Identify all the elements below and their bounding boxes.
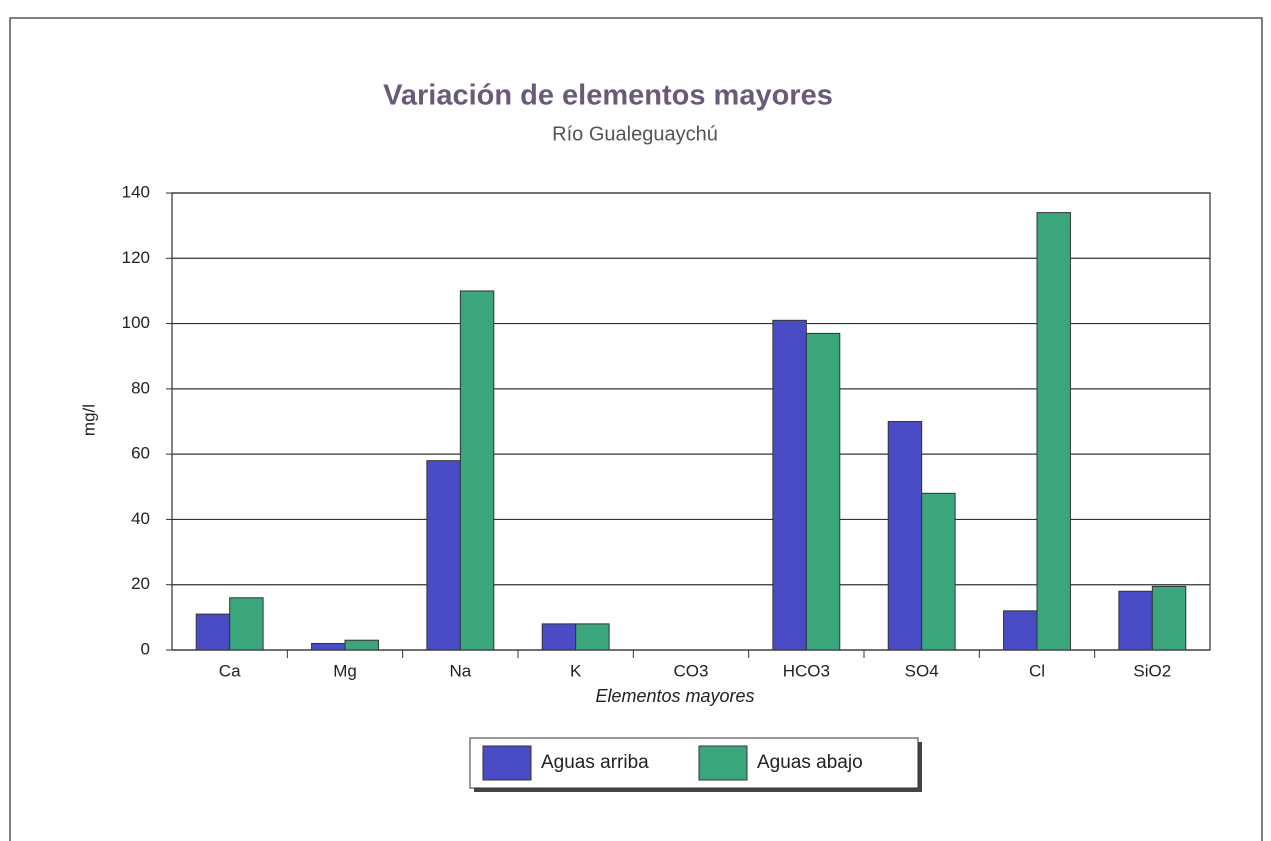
y-tick-label: 60 xyxy=(131,444,150,463)
bar xyxy=(1036,212,1071,651)
x-tick-label: HCO3 xyxy=(783,661,830,680)
y-tick-label: 80 xyxy=(131,378,150,397)
legend-box xyxy=(469,737,919,789)
x-tick-label: Cl xyxy=(1029,661,1045,680)
x-tick-label: Na xyxy=(449,661,471,680)
x-tick-label: CO3 xyxy=(674,661,709,680)
bar xyxy=(426,460,461,651)
bar xyxy=(887,421,923,651)
bar xyxy=(459,290,495,651)
y-tick-label: 100 xyxy=(122,313,150,332)
frame xyxy=(9,17,1263,841)
bar xyxy=(575,623,610,651)
bar xyxy=(311,642,346,651)
bar xyxy=(1151,585,1187,651)
legend-swatch xyxy=(482,745,532,781)
x-tick-label: Ca xyxy=(219,661,241,680)
y-tick-label: 20 xyxy=(131,574,150,593)
x-tick-label: K xyxy=(570,661,582,680)
x-tick-label: SO4 xyxy=(905,661,939,680)
legend-label: Aguas abajo xyxy=(757,752,863,773)
chart-subtitle: Río Gualeguaychú xyxy=(552,123,718,145)
bar xyxy=(195,613,231,651)
legend-swatch xyxy=(698,745,748,781)
bar xyxy=(229,597,264,651)
bar xyxy=(541,623,577,651)
y-tick-label: 120 xyxy=(122,248,150,267)
y-tick-label: 40 xyxy=(131,509,150,528)
bar xyxy=(1118,590,1153,651)
bar xyxy=(805,332,841,651)
x-axis-label: Elementos mayores xyxy=(595,686,754,706)
y-tick-label: 140 xyxy=(122,182,150,201)
y-tick-label: 0 xyxy=(141,639,150,658)
legend-label: Aguas arriba xyxy=(541,752,649,773)
y-axis-label: mg/l xyxy=(79,404,98,436)
bar xyxy=(344,639,379,651)
x-tick-label: SiO2 xyxy=(1133,661,1171,680)
chart-title: Variación de elementos mayores xyxy=(383,80,833,112)
bar xyxy=(772,319,807,651)
bar xyxy=(1003,610,1038,651)
bar xyxy=(921,492,956,651)
x-tick-label: Mg xyxy=(333,661,357,680)
